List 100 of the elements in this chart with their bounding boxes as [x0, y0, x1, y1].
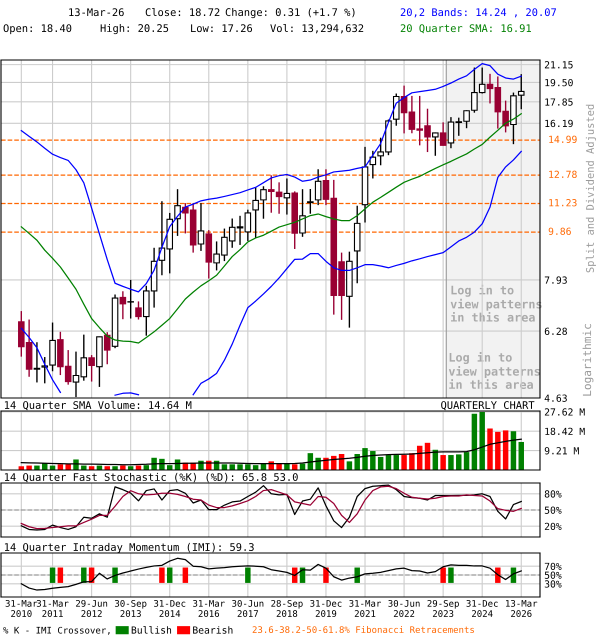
y-tick-label: 19.50 [545, 78, 573, 86]
y-tick-label: 27.62 M [544, 408, 585, 416]
bar [96, 466, 102, 470]
band-label: Log in to view patterns in this area [448, 352, 540, 389]
y-tick-label: 80% [544, 490, 562, 498]
x-tick-label: 13-Mar 2026 [506, 600, 538, 617]
candlestick [370, 150, 376, 180]
bar [362, 448, 368, 470]
bar [50, 466, 56, 470]
candlestick [104, 331, 111, 365]
text: 23.6-38.2-50-61.8% Fibonacci Retracements [252, 626, 474, 634]
text: Vol: 13,294,632 [270, 24, 364, 34]
bar [416, 446, 422, 470]
bar [26, 466, 32, 470]
line-series [20, 558, 522, 591]
candlestick [284, 178, 290, 216]
ref-line-label: 11.23 [549, 199, 577, 206]
x-tick-label: 31-Mar 2016 [193, 600, 225, 617]
y-tick-label: 50% [544, 572, 562, 579]
bar [88, 466, 94, 470]
candlestick [440, 122, 446, 146]
candlestick [88, 354, 95, 382]
bar [128, 466, 134, 470]
bar [386, 455, 392, 470]
y-tick-label: 20% [544, 522, 562, 530]
bar [252, 465, 258, 470]
candlestick [392, 92, 400, 126]
bar [112, 466, 118, 470]
y-axis-title: Split and Dividend Adjusted [586, 104, 596, 272]
bar [432, 450, 438, 470]
y-tick-label: 70% [544, 562, 562, 570]
ref-line-label: 14.99 [549, 136, 577, 144]
bar [464, 452, 470, 470]
y-tick-label: 4.63 [544, 394, 567, 402]
bar [81, 466, 87, 470]
bar [166, 465, 172, 470]
bar [472, 414, 478, 470]
bar [354, 454, 360, 470]
bar [440, 455, 446, 470]
bar [518, 442, 524, 470]
x-tick-label: 31-Mar 2011 [36, 600, 69, 617]
text: QUARTERLY CHART [441, 401, 534, 410]
y-tick-label: 50% [544, 506, 562, 514]
bar [300, 464, 306, 470]
bar [456, 454, 462, 470]
chart-title: 14 Quarter Fast Stochastic (%K) (%D): 65.8 53.0 [4, 472, 298, 482]
bar [378, 456, 384, 470]
text: Open: 18.40 [4, 24, 72, 34]
x-tick-label: 30-Sep 2013 [114, 600, 146, 617]
bar [144, 465, 150, 470]
text: 20,2 Bands: 14.24 , 20.07 [400, 8, 556, 18]
text: Logarithmic [582, 324, 594, 396]
candlestick [120, 290, 126, 320]
x-tick-label: 31-Mar 2021 [349, 600, 381, 617]
y-tick-label: 6.28 [544, 328, 567, 335]
text: 13-Mar-26 [69, 8, 124, 16]
y-tick-label: 21.15 [544, 61, 573, 68]
candlestick [314, 168, 322, 206]
candlestick [198, 202, 204, 252]
bar [479, 412, 485, 470]
x-tick-label: 28-Sep 2018 [271, 600, 303, 617]
y-tick-label: 18.42 M [545, 428, 585, 436]
line-series [20, 438, 522, 466]
candlestick [127, 279, 134, 320]
y-tick-label: 30% [544, 580, 562, 588]
bar [136, 466, 142, 470]
ref-line-label: 12.78 [549, 170, 577, 178]
x-tick-label: 31-Dec 2014 [154, 600, 186, 617]
candlestick [299, 188, 306, 238]
bar [34, 466, 40, 470]
text: Change: 0.31 (+1.7 %) [226, 8, 355, 18]
bar [448, 455, 454, 470]
bar [510, 431, 516, 470]
x-tick-label: 30-Jun 2017 [232, 600, 264, 617]
bar [308, 453, 314, 470]
legend-label: Bullish [132, 626, 172, 634]
bar [502, 430, 508, 470]
x-tick-label: 29-Sep 2023 [428, 600, 459, 617]
chart-title: 14 Quarter Intraday Momentum (IMI): 59.3 [4, 542, 254, 553]
x-tick-label: 31-Dec 2019 [310, 600, 342, 617]
x-tick-label: 30-Jun 2022 [388, 600, 420, 617]
candlestick [307, 188, 314, 214]
legend-title: % K - IMI Crossover, [3, 626, 110, 635]
chart-title: 14 Quarter SMA Volume: 14.64 M [4, 400, 192, 410]
bar [346, 461, 352, 470]
candlestick [174, 188, 181, 237]
text: High: 20.25 [100, 24, 168, 34]
bar [394, 455, 399, 470]
x-tick-label: 31-Mar 2010 [6, 600, 38, 617]
ref-line-label: 9.86 [548, 228, 571, 235]
y-tick-label: 17.85 [545, 98, 573, 106]
bar [495, 432, 501, 470]
text: Close: 18.72 [146, 8, 220, 16]
candlestick [135, 300, 142, 320]
y-tick-label: 9.21 M [544, 447, 579, 454]
x-tick-label: 31-Dec 2024 [466, 600, 498, 617]
candlestick [432, 132, 439, 156]
bar [370, 451, 376, 470]
y-tick-label: 7.93 [544, 276, 567, 284]
x-tick-label: 29-Jun 2012 [76, 600, 108, 617]
